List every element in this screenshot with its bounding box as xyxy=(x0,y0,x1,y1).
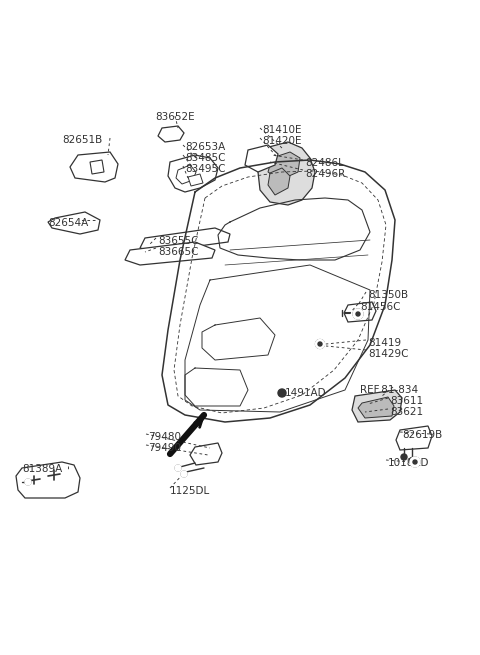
Polygon shape xyxy=(70,152,118,182)
Polygon shape xyxy=(396,426,432,450)
Circle shape xyxy=(278,389,286,397)
Polygon shape xyxy=(344,302,376,322)
Polygon shape xyxy=(245,145,278,172)
Polygon shape xyxy=(258,142,315,205)
Text: 82654A: 82654A xyxy=(48,218,88,228)
Text: 81420E: 81420E xyxy=(262,136,301,146)
Polygon shape xyxy=(352,390,402,422)
Text: 79480: 79480 xyxy=(148,432,181,442)
Polygon shape xyxy=(158,126,184,142)
Text: 1018AD: 1018AD xyxy=(388,458,430,468)
Circle shape xyxy=(175,465,181,471)
Polygon shape xyxy=(16,462,80,498)
Text: 81456C: 81456C xyxy=(360,302,400,312)
Text: 83485C: 83485C xyxy=(185,153,226,163)
Text: 82653A: 82653A xyxy=(185,142,225,152)
Text: 79490: 79490 xyxy=(148,443,181,453)
Text: 83652E: 83652E xyxy=(155,112,194,122)
Text: 81419: 81419 xyxy=(368,338,401,348)
Text: 83655C: 83655C xyxy=(158,236,199,246)
Text: 81389A: 81389A xyxy=(22,464,62,474)
Text: 83495C: 83495C xyxy=(185,164,226,174)
Text: 82619B: 82619B xyxy=(402,430,442,440)
Text: REF.81-834: REF.81-834 xyxy=(360,385,418,395)
Text: 83665C: 83665C xyxy=(158,247,199,257)
Circle shape xyxy=(318,342,322,346)
Polygon shape xyxy=(188,174,203,186)
Polygon shape xyxy=(125,242,215,265)
Polygon shape xyxy=(268,152,300,180)
Circle shape xyxy=(401,454,407,460)
Text: 83611: 83611 xyxy=(390,396,423,406)
Circle shape xyxy=(181,471,187,477)
Circle shape xyxy=(409,457,415,462)
Polygon shape xyxy=(176,165,196,184)
Text: 82486L: 82486L xyxy=(305,158,344,168)
Circle shape xyxy=(181,471,187,477)
Text: 1491AD: 1491AD xyxy=(285,388,326,398)
Polygon shape xyxy=(168,155,218,192)
Circle shape xyxy=(315,339,324,348)
Circle shape xyxy=(410,457,420,467)
Circle shape xyxy=(353,309,363,319)
Text: 81410E: 81410E xyxy=(262,125,301,135)
Circle shape xyxy=(175,465,181,471)
Circle shape xyxy=(410,457,420,467)
Polygon shape xyxy=(48,212,100,234)
Text: 1125DL: 1125DL xyxy=(170,486,210,496)
Text: 81350B: 81350B xyxy=(368,290,408,300)
Circle shape xyxy=(356,312,360,316)
Polygon shape xyxy=(190,443,222,465)
Text: 81429C: 81429C xyxy=(368,349,408,359)
Polygon shape xyxy=(140,228,230,252)
Circle shape xyxy=(353,309,363,319)
Circle shape xyxy=(25,479,31,485)
Circle shape xyxy=(413,460,417,464)
Text: 82651B: 82651B xyxy=(62,135,102,145)
Polygon shape xyxy=(90,160,104,174)
Circle shape xyxy=(315,339,324,348)
Text: 83621: 83621 xyxy=(390,407,423,417)
Polygon shape xyxy=(358,397,394,418)
Circle shape xyxy=(25,479,31,485)
Text: 82496R: 82496R xyxy=(305,169,345,179)
Polygon shape xyxy=(268,168,290,195)
